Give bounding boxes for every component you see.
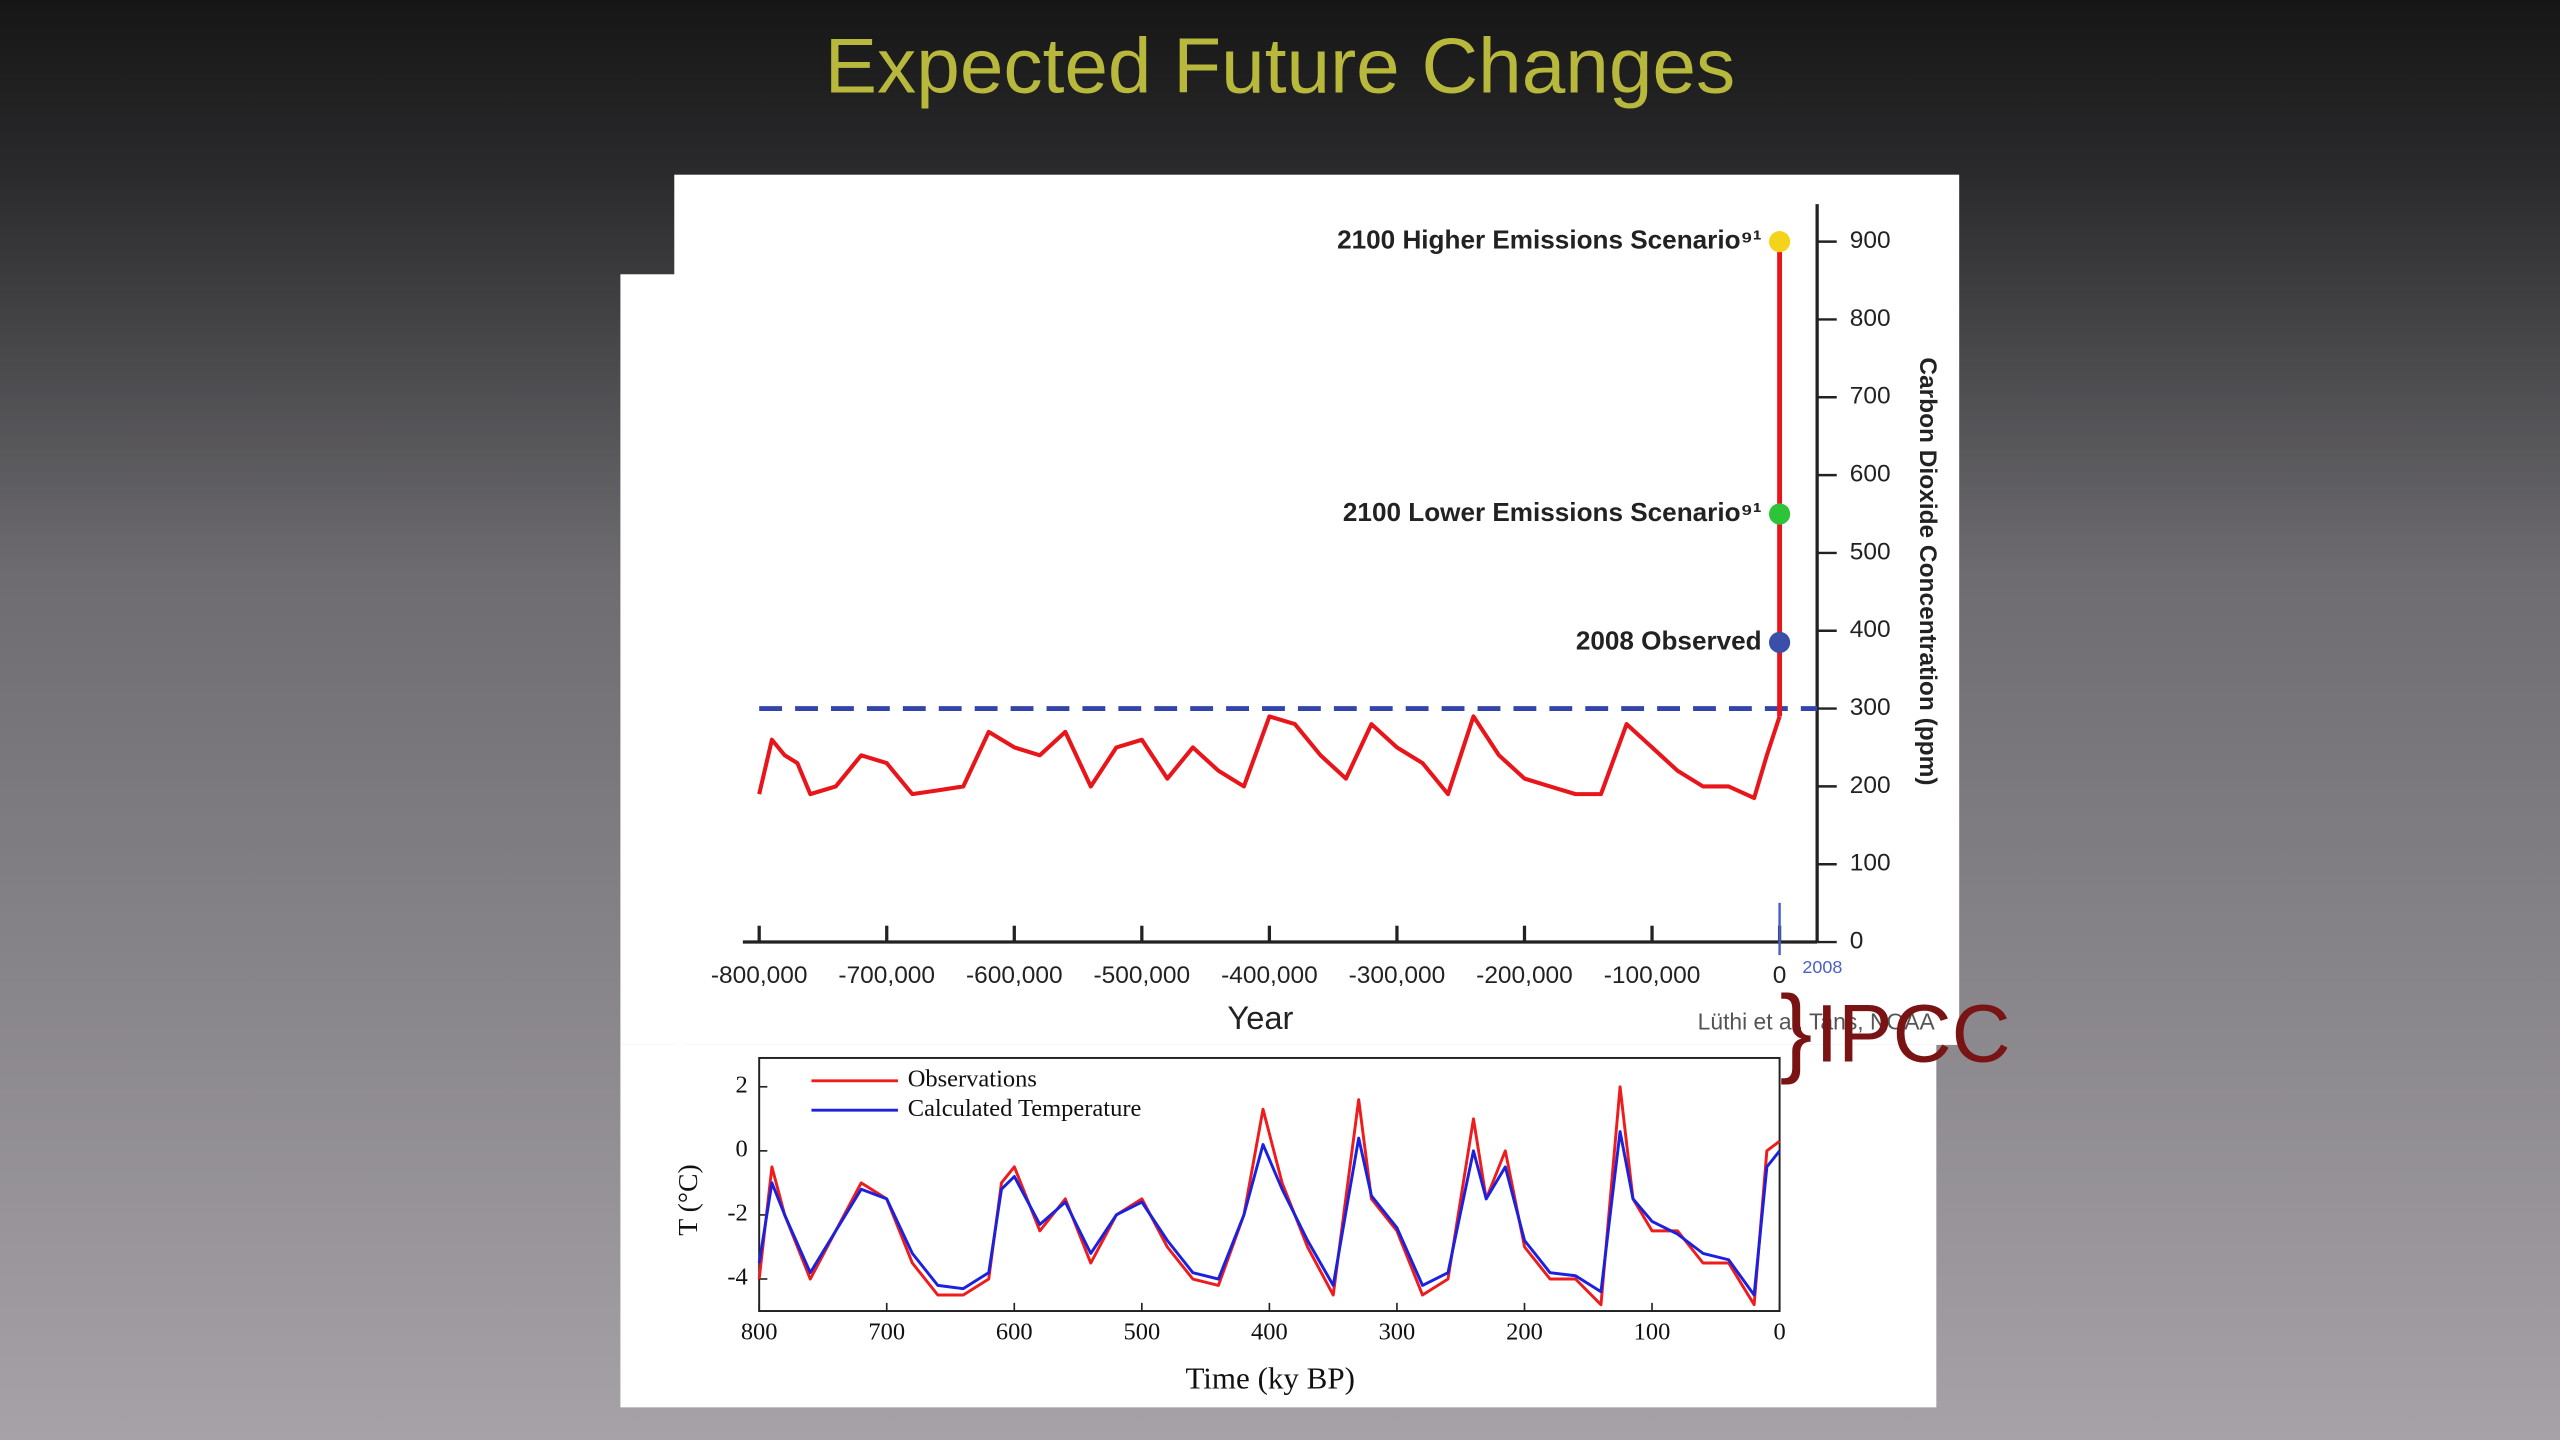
x-tick-label: 200 [1506,1319,1543,1346]
x-tick-label: -100,000 [1604,962,1701,989]
y-tick-label: 0 [1850,928,1864,955]
scenario-label: 2008 Observed [1576,625,1762,655]
y-tick-label: 800 [1850,305,1891,332]
scenario-point [1768,503,1791,525]
x-tick-label: -800,000 [711,962,808,989]
y-tick-label: 700 [1850,383,1891,410]
slide-title: Expected Future Changes [825,22,1735,110]
y-axis-title: Carbon Dioxide Concentration (ppm) [1914,357,1941,785]
y-tick-label: -2 [727,1200,747,1227]
x-axis-title: Year [1227,999,1293,1036]
x-tick-label: -300,000 [1349,962,1446,989]
scenario-label: 2100 Higher Emissions Scenario⁹¹ [1337,225,1762,255]
source-note: Lüthi et al. Tans, NOAA [1698,1009,1936,1035]
y-tick-label: 2 [736,1071,748,1098]
y-tick-label: 900 [1850,227,1891,254]
x-tick-label: -200,000 [1476,962,1573,989]
chart-panel [620,1044,1937,1408]
credit: IPCC [1816,989,2011,1080]
x-tick-label: 800 [741,1319,778,1346]
x-tick-label: -400,000 [1221,962,1318,989]
data-line [757,1130,1781,1297]
y-tick-label: 600 [1850,461,1891,488]
scenario-point [1768,231,1791,253]
y-tick-label: 100 [1850,850,1891,877]
x-tick-label: 0 [1773,1319,1785,1346]
y-tick-label: 200 [1850,772,1891,799]
legend-label: Observations [908,1065,1037,1092]
y-tick-label: 0 [736,1135,748,1162]
scenario-point [1768,631,1791,654]
x-tick-label: 700 [868,1319,905,1346]
x-tick-label: 100 [1634,1319,1671,1346]
x-tick-label: 0 [1773,962,1787,989]
x-tick-label: 600 [996,1319,1033,1346]
x-axis-title: Time (ky BP) [1185,1360,1354,1395]
scenario-label: 2100 Lower Emissions Scenario⁹¹ [1343,497,1762,527]
x-tick-label: -700,000 [838,962,935,989]
y-tick-label: 500 [1850,538,1891,565]
y-axis-title: T (°C) [673,1164,704,1235]
y-tick-label: 300 [1850,694,1891,721]
brace: } [1780,975,1813,1085]
x-tick-label: 300 [1379,1319,1416,1346]
marker-label: 2008 [1802,957,1842,977]
x-tick-label: -500,000 [1094,962,1191,989]
legend-label: Calculated Temperature [908,1095,1142,1122]
y-tick-label: 400 [1850,616,1891,643]
chart-panel [674,174,1960,1045]
data-line [757,714,1782,801]
data-line [757,1085,1781,1307]
y-tick-label: -4 [727,1264,747,1291]
x-tick-label: -600,000 [966,962,1063,989]
chart-panel [620,274,686,1045]
x-tick-label: 500 [1123,1319,1160,1346]
x-tick-label: 400 [1251,1319,1288,1346]
